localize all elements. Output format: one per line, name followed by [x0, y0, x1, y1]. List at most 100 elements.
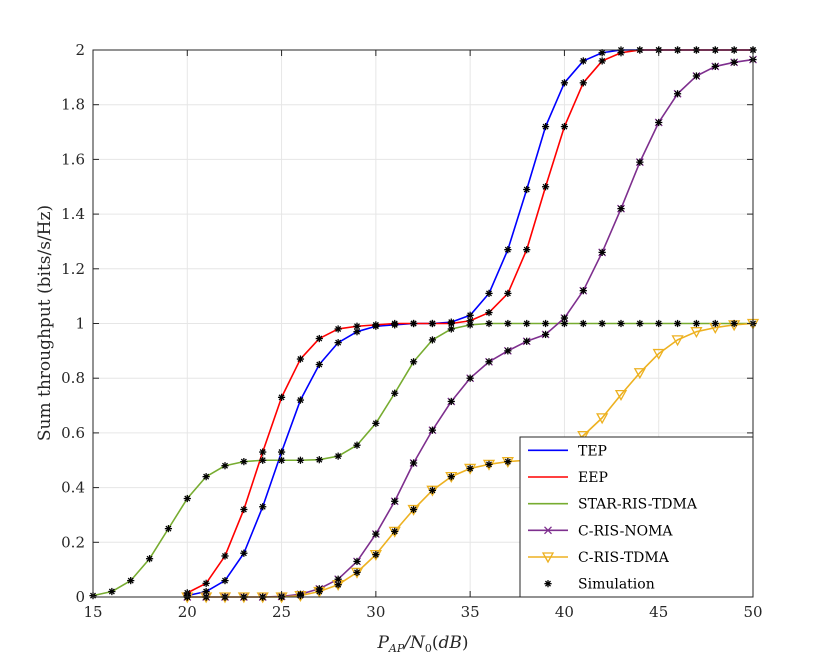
simulation-marker — [145, 555, 154, 563]
series-marker-c-ris-tdma — [614, 389, 628, 401]
simulation-marker — [315, 360, 323, 369]
legend-label-eep: EEP — [578, 470, 608, 486]
simulation-marker — [277, 456, 286, 464]
y-tick-label: 0.4 — [61, 479, 85, 497]
simulation-marker — [391, 389, 399, 397]
simulation-marker — [655, 118, 663, 127]
simulation-marker — [504, 347, 512, 355]
simulation-marker — [541, 319, 550, 328]
simulation-marker — [259, 456, 267, 464]
legend-entry-tep: TEP — [528, 443, 607, 459]
simulation-marker — [353, 557, 361, 566]
y-tick-label: 1.2 — [61, 260, 85, 278]
simulation-marker — [523, 319, 531, 328]
simulation-marker — [296, 592, 305, 600]
simulation-marker — [730, 319, 738, 328]
simulation-marker — [296, 396, 305, 404]
simulation-marker — [391, 319, 399, 328]
simulation-marker — [598, 57, 606, 65]
simulation-marker — [277, 393, 286, 401]
simulation-marker — [409, 505, 418, 514]
y-tick-label: 1.6 — [61, 150, 85, 168]
simulation-marker — [598, 319, 606, 328]
y-tick-label: 1.8 — [61, 96, 85, 114]
x-tick-label: 45 — [649, 603, 668, 621]
simulation-marker — [259, 503, 267, 511]
simulation-marker — [372, 551, 380, 559]
legend-label-c-ris-noma: C-RIS-NOMA — [578, 523, 673, 539]
x-tick-label: 25 — [272, 603, 291, 621]
legend: TEP EEP STAR-RIS-TDMA C-RIS-NOMA C-RIS-TDMA S… — [519, 436, 754, 598]
simulation-marker — [636, 158, 644, 166]
x-tick-label: 50 — [743, 603, 762, 621]
simulation-marker — [391, 497, 399, 505]
simulation-marker — [428, 486, 437, 494]
simulation-marker — [541, 183, 550, 191]
simulation-marker — [523, 246, 531, 254]
simulation-marker — [579, 287, 587, 295]
series-marker-c-ris-tdma — [652, 348, 665, 360]
simulation-marker — [391, 527, 399, 535]
simulation-marker — [617, 319, 625, 328]
simulation-marker — [447, 397, 455, 406]
series-group — [89, 46, 760, 604]
simulation-marker — [673, 319, 682, 328]
simulation-marker — [447, 319, 455, 328]
x-tick-label: 20 — [178, 603, 197, 621]
simulation-marker — [560, 314, 569, 322]
simulation-marker — [240, 549, 248, 557]
simulation-marker — [315, 587, 323, 596]
simulation-marker — [334, 575, 342, 583]
series-marker-c-ris-tdma — [671, 335, 684, 347]
y-tick-label: 2 — [75, 41, 85, 59]
simulation-marker — [428, 426, 437, 434]
simulation-marker — [221, 576, 229, 585]
simulation-marker — [409, 459, 418, 467]
simulation-marker — [202, 579, 210, 587]
simulation-marker — [353, 328, 361, 336]
simulation-marker — [579, 79, 587, 87]
simulation-marker — [221, 462, 229, 470]
x-tick-label: 15 — [83, 603, 102, 621]
simulation-marker — [541, 330, 550, 339]
simulation-marker — [296, 355, 305, 363]
simulation-marker — [315, 456, 323, 464]
simulation-marker — [353, 322, 361, 330]
simulation-marker — [466, 464, 474, 473]
y-tick-label: 0.6 — [61, 424, 85, 442]
simulation-marker — [485, 308, 493, 317]
legend-marker-simulation — [544, 580, 552, 588]
legend-entry-eep: EEP — [528, 470, 608, 486]
legend-marker-c-ris-tdma — [541, 552, 555, 564]
simulation-marker — [259, 448, 267, 456]
legend-label-star-ris-tdma: STAR-RIS-TDMA — [578, 497, 698, 513]
simulation-marker — [334, 325, 342, 333]
legend-entry-simulation: Simulation — [544, 577, 655, 593]
legend-box — [519, 436, 754, 598]
y-axis-label: Sum throughput (bits/s/Hz) — [35, 205, 55, 441]
simulation-marker — [428, 336, 437, 344]
simulation-marker — [202, 473, 210, 481]
series-marker-c-ris-tdma — [596, 413, 609, 425]
simulation-marker — [485, 289, 493, 298]
simulation-marker — [183, 494, 191, 503]
x-axis-label: PAP/N0(dB) — [376, 633, 468, 655]
simulation-marker — [711, 319, 719, 328]
legend-marker-c-ris-noma — [544, 526, 552, 535]
simulation-marker — [409, 319, 418, 328]
simulation-marker — [353, 441, 361, 449]
simulation-marker — [617, 205, 625, 213]
simulation-marker — [485, 460, 493, 468]
simulation-marker — [636, 319, 644, 328]
y-tick-label: 0.8 — [61, 369, 85, 387]
series-marker-c-ris-tdma — [690, 327, 703, 339]
simulation-marker — [504, 319, 512, 328]
simulation-marker — [598, 248, 606, 256]
simulation-marker — [372, 419, 380, 427]
legend-label-simulation: Simulation — [578, 577, 655, 593]
simulation-marker — [240, 505, 248, 514]
simulation-marker — [240, 458, 248, 466]
simulation-marker — [334, 452, 342, 460]
simulation-marker — [428, 319, 437, 328]
simulation-marker — [560, 319, 569, 328]
